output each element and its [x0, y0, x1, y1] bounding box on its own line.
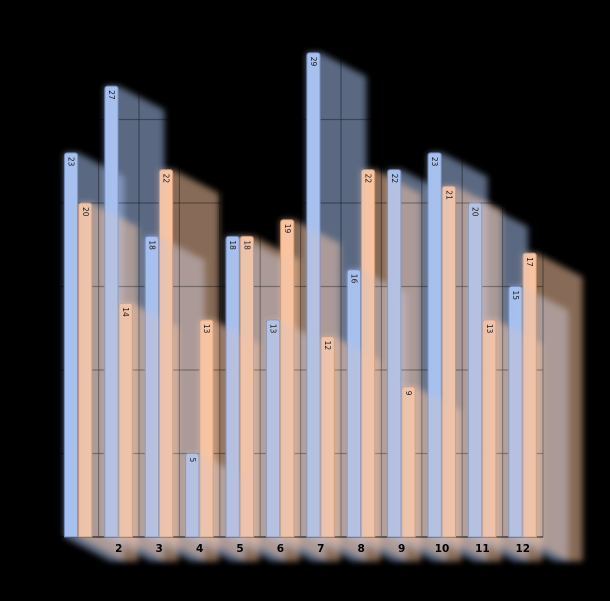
x-tick-label-12: 12 — [515, 543, 530, 555]
bar-shadow-orange-series-12 — [523, 253, 583, 561]
bar-value-label-blue-series-5: 18 — [228, 240, 237, 250]
bar-value-label-blue-series-12: 15 — [511, 291, 520, 301]
bar-value-label-blue-series-2: 27 — [107, 90, 116, 100]
x-tick-label-7: 7 — [317, 543, 324, 555]
x-tick-label-10: 10 — [435, 543, 450, 555]
shadows-tint-layer — [64, 52, 583, 562]
x-tick-label-9: 9 — [398, 543, 405, 555]
bar-value-label-orange-series-3: 22 — [162, 174, 171, 184]
bar-value-label-orange-series-5: 18 — [242, 240, 251, 250]
bar-value-label-orange-series-6: 19 — [283, 224, 292, 234]
bar-value-label-blue-series-4: 5 — [188, 458, 197, 463]
bar-value-label-orange-series-1: 20 — [81, 207, 90, 217]
bar-value-label-blue-series-8: 16 — [349, 274, 358, 284]
bar-value-label-blue-series-3: 18 — [147, 240, 156, 250]
bar-value-label-blue-series-9: 22 — [390, 174, 399, 184]
labels-layer: 2327185181329162223201520142213181912229… — [67, 57, 535, 555]
bar-value-label-orange-series-9: 9 — [404, 391, 413, 396]
bar-value-label-orange-series-4: 13 — [202, 324, 211, 334]
x-tick-label-4: 4 — [196, 543, 203, 555]
bar-value-label-blue-series-7: 29 — [309, 57, 318, 67]
x-tick-label-6: 6 — [277, 543, 284, 555]
x-tick-label-8: 8 — [358, 543, 365, 555]
x-tick-label-5: 5 — [236, 543, 243, 555]
x-tick-label-2: 2 — [115, 543, 122, 555]
bar-value-label-blue-series-10: 23 — [430, 157, 439, 167]
bar-value-label-orange-series-10: 21 — [444, 190, 453, 200]
bar-value-label-orange-series-2: 14 — [121, 307, 130, 317]
bar-value-label-blue-series-1: 23 — [67, 157, 76, 167]
bar-value-label-orange-series-8: 22 — [364, 174, 373, 184]
bar-value-label-blue-series-11: 20 — [471, 207, 480, 217]
bar-value-label-orange-series-12: 17 — [525, 257, 534, 267]
bar-value-label-orange-series-11: 13 — [485, 324, 494, 334]
bar-value-label-blue-series-6: 13 — [269, 324, 278, 334]
x-tick-label-3: 3 — [156, 543, 163, 555]
x-tick-label-11: 11 — [475, 543, 490, 555]
bar-value-label-orange-series-7: 12 — [323, 341, 332, 351]
